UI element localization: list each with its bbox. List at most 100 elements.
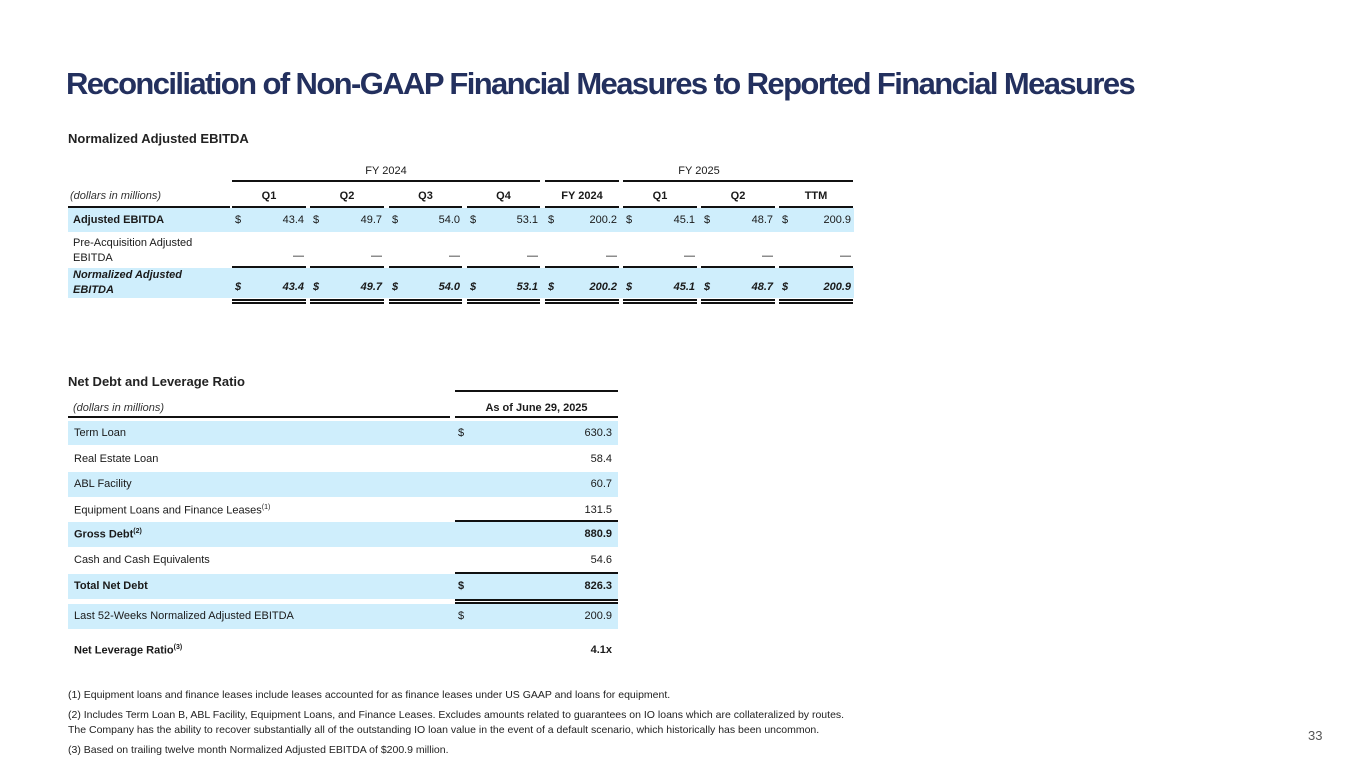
cell-value: — [684, 250, 695, 262]
row-label: Adjusted EBITDA [73, 214, 165, 226]
rule [623, 180, 853, 182]
rule [455, 416, 618, 418]
currency-sign: $ [782, 214, 789, 226]
rule [389, 302, 462, 304]
row-label-text: Cash and Cash Equivalents [74, 554, 210, 566]
cell-value: 826.3 [584, 580, 612, 592]
group-header: FY 2024 [365, 165, 407, 177]
cell-value: 200.9 [823, 281, 851, 293]
row-highlight [68, 604, 618, 629]
rule [467, 299, 540, 301]
rule [310, 206, 384, 208]
cell-value: 43.4 [282, 281, 304, 293]
cell-value: 200.2 [589, 214, 617, 226]
rule [455, 520, 618, 522]
rule [310, 299, 384, 301]
row-highlight [68, 522, 618, 547]
cell-value: — [371, 250, 382, 262]
row-label-text: ABL Facility [74, 478, 132, 490]
unit-label: (dollars in millions) [73, 402, 165, 414]
column-header: As of June 29, 2025 [485, 402, 588, 414]
rule [545, 299, 619, 301]
cell-value: 53.1 [516, 281, 538, 293]
row-label: Last 52-Weeks Normalized Adjusted EBITDA [74, 610, 294, 622]
cell-value: — [527, 250, 538, 262]
row-label: ABL Facility [74, 478, 132, 490]
row-label: Total Net Debt [74, 580, 148, 592]
rule [232, 302, 306, 304]
rule [310, 266, 384, 268]
currency-sign: $ [458, 427, 465, 439]
rule [455, 390, 618, 392]
cell-value: 49.7 [360, 214, 382, 226]
rule [779, 266, 853, 268]
cell-value: 54.0 [438, 281, 460, 293]
column-header: Q1 [652, 190, 668, 202]
rule [389, 206, 462, 208]
cell-value: 60.7 [590, 478, 612, 490]
rule [467, 206, 540, 208]
cell-value: 48.7 [751, 214, 773, 226]
rule [232, 206, 306, 208]
currency-sign: $ [704, 281, 711, 293]
cell-value: 43.4 [282, 214, 304, 226]
currency-sign: $ [458, 610, 465, 622]
footnote-ref: (2) [133, 528, 142, 535]
rule [545, 206, 619, 208]
footnote-2: (2) Includes Term Loan B, ABL Facility, … [68, 709, 845, 721]
currency-sign: $ [470, 281, 477, 293]
cell-value: 45.1 [673, 214, 695, 226]
footnote-ref: (3) [173, 644, 183, 651]
ebitda-table-title: Normalized Adjusted EBITDA [68, 131, 249, 146]
currency-sign: $ [626, 214, 633, 226]
footnote-1: (1) Equipment loans and finance leases i… [68, 689, 671, 701]
column-header: TTM [804, 190, 828, 202]
currency-sign: $ [392, 281, 399, 293]
rule [623, 206, 697, 208]
currency-sign: $ [782, 281, 789, 293]
cell-value: — [449, 250, 460, 262]
column-header: Q3 [418, 190, 433, 202]
cell-value: 880.9 [584, 528, 612, 540]
rule [545, 266, 619, 268]
rule [623, 302, 697, 304]
rule [701, 206, 775, 208]
cell-value: 54.0 [438, 214, 460, 226]
cell-value: 54.6 [590, 554, 612, 566]
rule [701, 266, 775, 268]
row-label: Term Loan [74, 427, 126, 439]
cell-value: — [293, 250, 304, 262]
row-label: Net Leverage Ratio(3) [74, 644, 182, 657]
column-header: Q2 [339, 190, 355, 202]
cell-value: — [606, 250, 617, 262]
rule [310, 302, 384, 304]
row-label-text: Equipment Loans and Finance Leases [74, 504, 262, 517]
rule [701, 299, 775, 301]
cell-value: 53.1 [516, 214, 538, 226]
row-highlight [68, 208, 854, 232]
cell-value: 45.1 [673, 281, 695, 293]
currency-sign: $ [470, 214, 477, 226]
rule [623, 299, 697, 301]
rule [232, 266, 306, 268]
column-header: Q2 [730, 190, 746, 202]
row-label-text: Gross Debt [74, 528, 134, 541]
row-highlight [68, 268, 854, 298]
rule [779, 302, 853, 304]
row-highlight [68, 574, 618, 599]
footnote-3: (3) Based on trailing twelve month Norma… [68, 744, 449, 756]
currency-sign: $ [235, 281, 242, 293]
currency-sign: $ [313, 281, 320, 293]
footnote-2-cont: The Company has the ability to recover s… [68, 724, 820, 736]
rule [467, 302, 540, 304]
cell-value: — [762, 250, 773, 262]
currency-sign: $ [704, 214, 711, 226]
row-label: Gross Debt(2) [74, 528, 142, 541]
rule [232, 299, 306, 301]
rule [545, 180, 619, 182]
rule [779, 206, 853, 208]
currency-sign: $ [313, 214, 320, 226]
row-label: Pre-Acquisition Adjusted EBITDA [73, 237, 193, 264]
rule [232, 180, 540, 182]
rule [467, 266, 540, 268]
